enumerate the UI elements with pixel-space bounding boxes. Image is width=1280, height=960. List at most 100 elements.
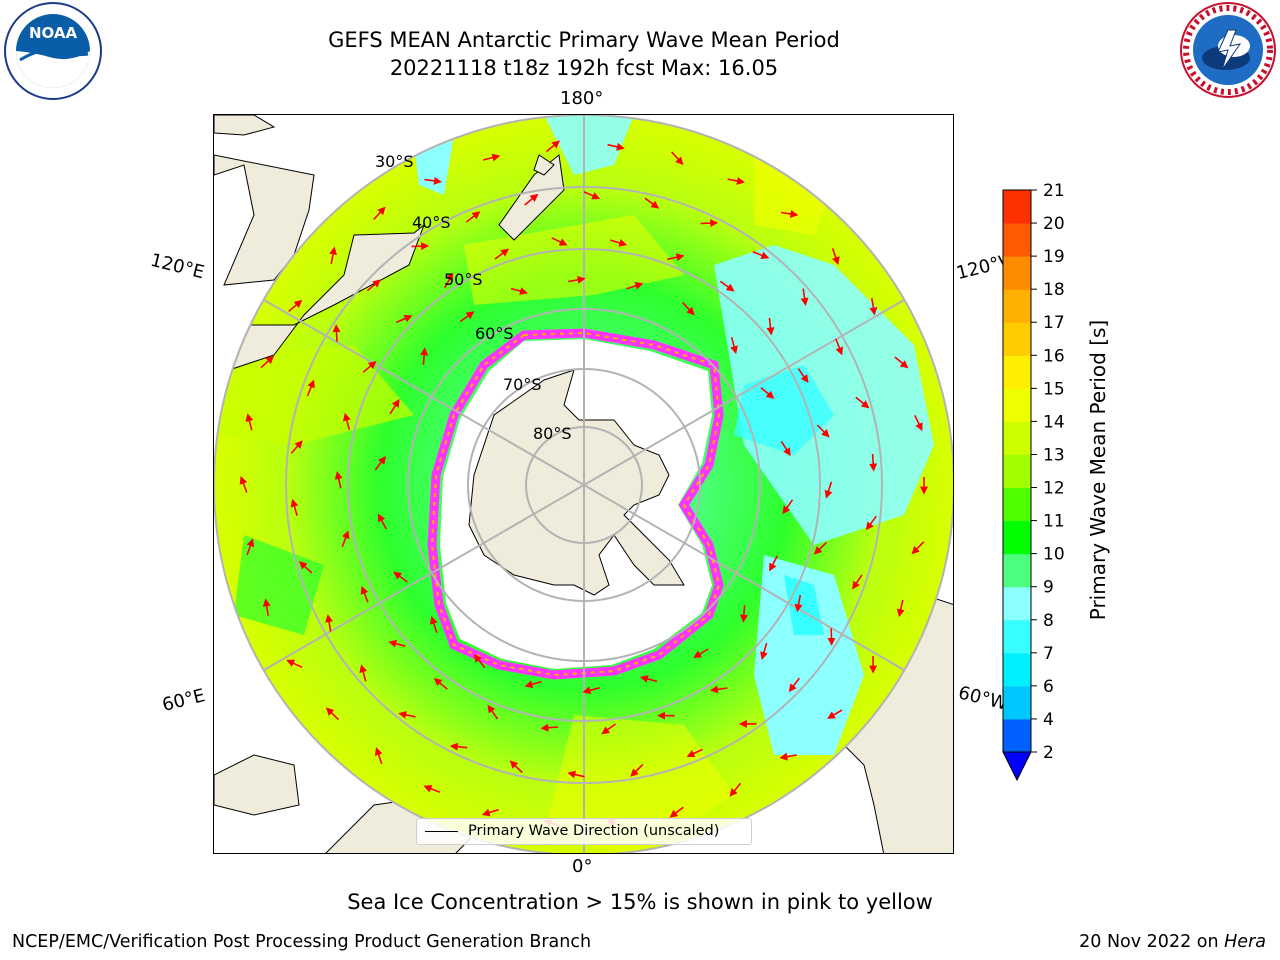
- wave-direction-arrow: [607, 142, 625, 151]
- colorbar-extend-arrow: [1002, 751, 1032, 782]
- wave-direction-arrow: [551, 237, 568, 246]
- wave-direction-arrow: [524, 193, 539, 206]
- colorbar-segment: [1003, 718, 1031, 753]
- colorbar-segment: [1003, 520, 1031, 555]
- colorbar-outline: [1002, 189, 1032, 753]
- footer-credit: NCEP/EMC/Verification Post Processing Pr…: [12, 932, 592, 952]
- wave-direction-arrow: [245, 413, 254, 431]
- wave-direction-arrow: [914, 414, 923, 432]
- colorbar-segment: [1003, 487, 1031, 522]
- sea-ice-footnote: Sea Ice Concentration > 15% is shown in …: [347, 890, 933, 914]
- lat-label-50s: 50°S: [444, 270, 483, 289]
- wave-direction-arrow: [686, 748, 703, 758]
- wave-direction-arrow: [894, 356, 909, 369]
- wave-direction-arrow: [510, 287, 528, 295]
- wave-direction-arrow: [449, 742, 468, 751]
- wave-direction-arrow: [374, 747, 383, 765]
- wave-direction-arrow: [727, 177, 745, 185]
- wave-direction-arrow: [465, 211, 481, 223]
- wave-direction-arrow: [869, 453, 878, 472]
- wave-direction-arrow: [260, 355, 275, 369]
- wave-direction-arrow: [423, 785, 441, 794]
- wave-direction-arrow: [813, 541, 828, 555]
- map-svg: [214, 115, 953, 853]
- wave-direction-arrow: [766, 317, 775, 336]
- colorbar-tick-label: 17: [1043, 313, 1065, 333]
- colorbar-tick-label: 10: [1043, 545, 1065, 565]
- wave-direction-arrow: [568, 275, 586, 284]
- lon-label-180: 180°: [560, 88, 604, 109]
- wave-direction-arrow: [601, 723, 616, 735]
- colorbar-segment: [1003, 421, 1031, 455]
- wave-direction-arrow: [298, 561, 313, 574]
- wave-direction-arrow: [288, 299, 303, 312]
- wave-direction-arrow: [709, 685, 728, 694]
- footer-host: Hera: [1224, 932, 1266, 952]
- wave-direction-arrow: [800, 288, 809, 306]
- wave-direction-arrow: [545, 140, 561, 153]
- legend-label: Primary Wave Direction (unscaled): [468, 823, 720, 839]
- lon-label-120e: 120°E: [148, 249, 207, 284]
- wave-direction-arrow: [779, 752, 797, 761]
- colorbar-segment: [1003, 685, 1031, 720]
- wave-direction-arrow: [669, 806, 684, 818]
- colorbar-segment: [1003, 388, 1031, 422]
- lon-label-0: 0°: [572, 856, 593, 877]
- lat-label-60s: 60°S: [475, 324, 514, 343]
- wave-direction-arrow: [411, 242, 430, 251]
- noaa-logo: NOAA: [2, 2, 104, 104]
- colorbar-segment: [1003, 454, 1031, 489]
- wave-direction-arrow: [389, 398, 400, 415]
- wave-direction-arrow: [583, 191, 601, 200]
- wave-direction-arrow: [794, 594, 803, 613]
- wave-direction-arrow: [341, 530, 350, 548]
- wave-direction-arrow: [639, 675, 658, 683]
- wave-direction-arrow: [671, 151, 684, 166]
- colorbar-tick-label: 11: [1043, 512, 1065, 532]
- wave-direction-arrow: [388, 639, 406, 648]
- wave-direction-arrow: [855, 396, 870, 409]
- wave-direction-arrow: [769, 555, 779, 572]
- wave-direction-arrow: [494, 248, 510, 260]
- wave-direction-arrow: [393, 571, 408, 583]
- wave-direction-arrow: [290, 498, 299, 516]
- colorbar-label: Primary Wave Mean Period [s]: [1086, 319, 1110, 621]
- colorbar-tick-label: 6: [1043, 677, 1054, 697]
- colorbar-tick-label: 19: [1043, 247, 1065, 267]
- wave-direction-arrow: [760, 642, 768, 661]
- wave-direction-arrow: [824, 481, 833, 499]
- colorbar: 2 4 6 7 8 9 10 11 12 13 14 15 16 17 18 19 20 21: [1002, 181, 1065, 782]
- wave-direction-arrow: [334, 471, 343, 489]
- wave-direction-arrow: [325, 614, 333, 632]
- wave-direction-arrow: [739, 605, 748, 623]
- wave-direction-arrow: [835, 338, 844, 356]
- wave-direction-arrow: [865, 515, 877, 531]
- wave-direction-arrow: [730, 336, 738, 355]
- wave-direction-arrow: [332, 324, 341, 342]
- colorbar-segment: [1003, 289, 1031, 323]
- colorbar-tick-label: 18: [1043, 280, 1065, 300]
- wave-direction-arrow: [246, 538, 255, 556]
- colorbar-tick-label: 8: [1043, 611, 1054, 631]
- wave-direction-arrow: [444, 272, 454, 289]
- wave-direction-arrow: [626, 281, 644, 290]
- wave-direction-arrow: [262, 598, 271, 616]
- wave-direction-arrow: [719, 280, 735, 292]
- lat-label-80s: 80°S: [533, 424, 572, 443]
- wave-direction-arrow: [567, 770, 585, 779]
- wave-direction-arrow: [827, 709, 843, 719]
- wave-direction-arrow: [540, 723, 559, 732]
- colorbar-tick-label: 13: [1043, 445, 1065, 465]
- wave-direction-arrow: [366, 279, 381, 292]
- wave-direction-arrow: [360, 585, 369, 603]
- wave-direction-arrow: [509, 760, 523, 774]
- svg-text:NOAA: NOAA: [29, 24, 78, 42]
- wave-direction-arrow: [630, 763, 644, 777]
- wave-direction-arrow: [667, 253, 685, 262]
- wave-direction-arrow: [760, 386, 775, 399]
- wave-direction-arrow: [644, 197, 660, 209]
- chart-subtitle: 20221118 t18z 192h fcst Max: 16.05: [389, 56, 779, 80]
- wave-direction-arrow: [852, 574, 863, 590]
- colorbar-tick-label: 9: [1043, 578, 1054, 598]
- wave-direction-arrow: [693, 648, 709, 659]
